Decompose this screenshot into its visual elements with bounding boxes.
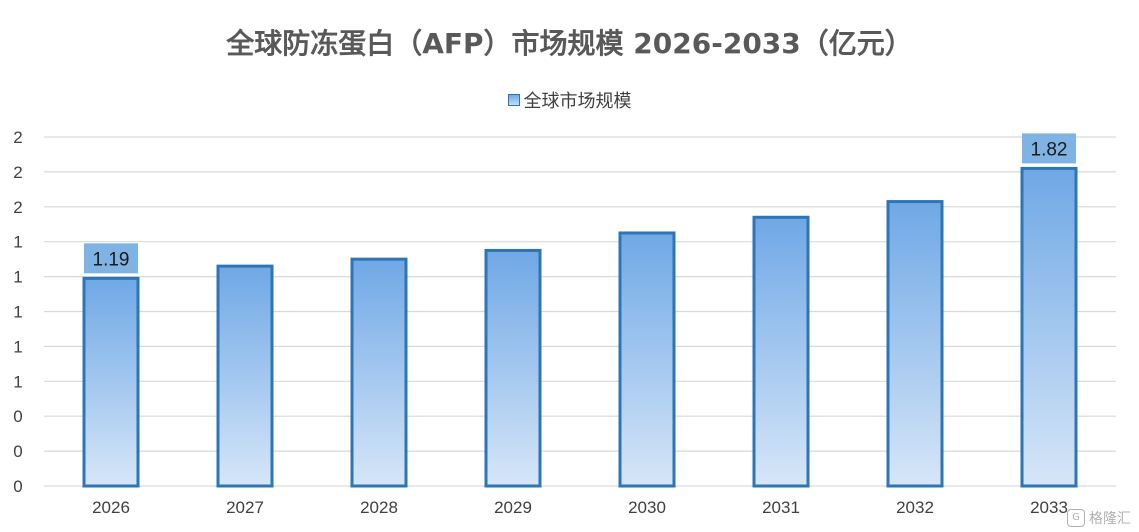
legend: 全球市场规模 [0,87,1139,113]
bar-2031 [752,215,810,488]
legend-swatch [507,94,520,106]
y-tick-label: 2 [13,198,22,217]
x-tick-label: 2027 [226,498,264,517]
chart-title: 全球防冻蛋白（AFP）市场规模 2026-2033（亿元） [226,27,913,60]
bar-2026 [82,276,140,488]
x-tick-label: 2032 [896,498,934,517]
data-label: 1.82 [1031,139,1068,160]
data-label-bg [84,243,138,274]
legend-label: 全球市场规模 [523,91,632,112]
bar-2030 [618,231,676,488]
x-tick-label: 2031 [762,498,800,517]
y-tick-label: 1 [13,372,22,391]
y-tick-label: 1 [13,303,22,322]
y-tick-label: 2 [13,128,22,147]
data-label-bg [1022,133,1076,164]
bar-2033 [1020,166,1078,488]
y-tick-label: 0 [13,477,22,496]
data-label: 1.19 [93,249,130,270]
watermark: G 格隆汇 [1067,508,1131,528]
y-tick-label: 1 [13,233,22,252]
y-tick-label: 0 [13,442,22,461]
x-tick-label: 2033 [1030,498,1068,517]
y-tick-label: 1 [13,337,22,356]
y-tick-label: 2 [13,163,22,182]
bar-2032 [886,200,944,488]
y-tick-label: 1 [13,268,22,287]
gelonghui-logo-icon: G [1067,509,1085,527]
bar-2027 [216,264,274,488]
x-tick-label: 2029 [494,498,532,517]
x-tick-label: 2028 [360,498,398,517]
watermark-text: 格隆汇 [1089,511,1131,527]
bar-2029 [484,248,542,488]
bar-2028 [350,257,408,488]
x-tick-label: 2030 [628,498,666,517]
x-tick-label: 2026 [92,498,130,517]
y-tick-label: 0 [13,407,22,426]
